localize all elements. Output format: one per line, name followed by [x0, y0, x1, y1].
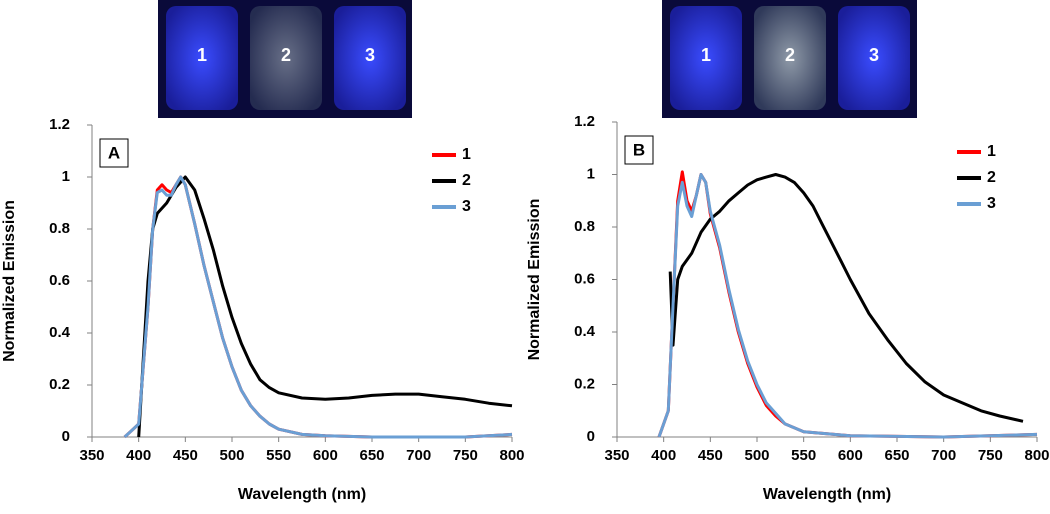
- y-tick-label: 1: [587, 165, 595, 182]
- x-tick-label: 400: [651, 447, 676, 464]
- x-tick-label: 450: [173, 447, 198, 464]
- x-tick-label: 650: [359, 447, 384, 464]
- y-tick-label: 0.8: [49, 220, 70, 237]
- y-tick-label: 0.6: [49, 272, 70, 289]
- y-tick-label: 0.2: [574, 375, 595, 392]
- x-axis-label: Wavelength (nm): [763, 486, 891, 503]
- photo-label: 1: [701, 45, 711, 65]
- panel-label-box: [99, 138, 129, 168]
- legend-label: 1: [987, 143, 996, 160]
- y-tick-label: 1: [62, 168, 70, 185]
- x-tick-label: 750: [978, 447, 1003, 464]
- x-tick-label: 500: [744, 447, 769, 464]
- y-axis-label: Normalized Emission: [1, 200, 18, 362]
- y-tick-label: 0.4: [574, 323, 596, 340]
- x-tick-label: 550: [791, 447, 816, 464]
- series-line: [668, 173, 1024, 423]
- x-tick-label: 450: [698, 447, 723, 464]
- photo-label: 1: [197, 45, 207, 65]
- legend-label: 2: [462, 172, 471, 189]
- x-tick-label: 550: [266, 447, 291, 464]
- y-tick-label: 0: [587, 428, 595, 445]
- legend-label: 2: [987, 169, 996, 186]
- x-tick-label: 700: [406, 447, 431, 464]
- x-axis-label: Wavelength (nm): [238, 486, 366, 503]
- x-tick-label: 700: [931, 447, 956, 464]
- series-line: [657, 170, 1038, 439]
- photo-label: 2: [785, 45, 795, 65]
- x-tick-label: 350: [604, 447, 629, 464]
- x-tick-label: 750: [453, 447, 478, 464]
- photo-a: 1 2 3: [158, 0, 412, 118]
- y-tick-label: 0: [62, 428, 70, 445]
- series-line: [137, 175, 513, 438]
- y-axis-label: Normalized Emission: [526, 199, 543, 361]
- panel-label: B: [633, 140, 645, 159]
- photo-label: 2: [281, 45, 291, 65]
- y-tick-label: 1.2: [574, 113, 595, 130]
- y-tick-label: 1.2: [49, 116, 70, 133]
- series-line: [657, 173, 1038, 439]
- y-tick-label: 0.4: [49, 324, 71, 341]
- legend-label: 3: [987, 195, 996, 212]
- x-tick-label: 350: [79, 447, 104, 464]
- photo-b: 1 2 3: [662, 0, 917, 118]
- x-tick-label: 600: [838, 447, 863, 464]
- series-line: [123, 175, 513, 439]
- panel-label: A: [108, 143, 120, 162]
- x-tick-label: 650: [884, 447, 909, 464]
- panel-label-box: [624, 135, 654, 165]
- y-tick-label: 0.2: [49, 376, 70, 393]
- x-tick-label: 400: [126, 447, 151, 464]
- x-tick-label: 800: [499, 447, 524, 464]
- photo-label: 3: [869, 45, 879, 65]
- x-tick-label: 600: [313, 447, 338, 464]
- y-tick-label: 0.6: [574, 270, 595, 287]
- x-tick-label: 800: [1024, 447, 1049, 464]
- legend-label: 1: [462, 146, 471, 163]
- legend-label: 3: [462, 198, 471, 215]
- y-tick-label: 0.8: [574, 218, 595, 235]
- x-tick-label: 500: [219, 447, 244, 464]
- photo-label: 3: [365, 45, 375, 65]
